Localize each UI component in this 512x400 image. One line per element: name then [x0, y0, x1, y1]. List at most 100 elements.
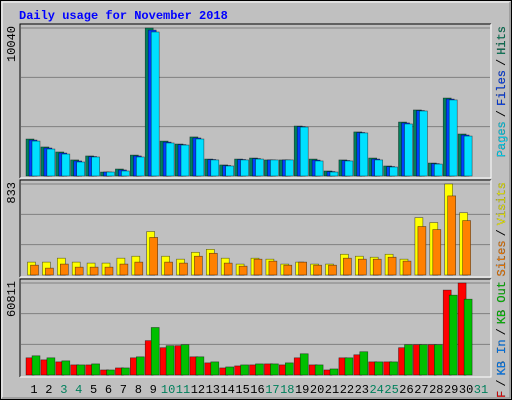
x-tick-label: 2	[45, 383, 52, 397]
bar	[389, 166, 398, 177]
x-tick-label: 28	[429, 383, 443, 397]
legend-entry: Pages	[495, 121, 509, 157]
bar	[344, 357, 354, 376]
bar	[45, 267, 54, 276]
bar	[463, 298, 473, 376]
bar	[164, 261, 173, 276]
bar	[462, 220, 471, 276]
bar	[389, 361, 398, 376]
legend-separator: /	[495, 59, 509, 66]
bar	[447, 195, 457, 276]
bar	[46, 148, 56, 177]
y-tick-label: 10040	[5, 26, 19, 62]
bar	[121, 170, 130, 177]
legend-entry: KB Out	[495, 281, 509, 324]
bar	[30, 264, 39, 276]
bar	[253, 258, 263, 276]
bar	[134, 261, 144, 276]
bar	[106, 369, 115, 376]
x-tick-label: 13	[206, 383, 220, 397]
bar	[150, 31, 160, 177]
x-tick-label: 20	[310, 383, 324, 397]
bar	[89, 266, 99, 276]
bar	[121, 367, 130, 376]
x-tick-label: 3	[60, 383, 67, 397]
bar	[180, 144, 190, 177]
bar	[402, 260, 412, 276]
bar	[419, 110, 428, 177]
legend: KB F / KB In / KB Out	[495, 281, 509, 400]
y-tick-label: 60811	[5, 281, 19, 317]
x-tick-label: 18	[280, 383, 294, 397]
bar	[404, 344, 413, 376]
legend-separator: /	[495, 110, 509, 117]
bar	[76, 161, 85, 177]
x-tick-label: 14	[220, 383, 234, 397]
plot-bevel	[20, 24, 492, 179]
bar	[179, 262, 188, 276]
plot-bevel	[20, 180, 492, 278]
plot-bevel	[19, 278, 491, 377]
bar	[417, 226, 427, 276]
x-tick-label: 4	[75, 383, 82, 397]
x-tick-label: 19	[295, 383, 309, 397]
x-tick-label: 25	[384, 383, 398, 397]
bar	[357, 258, 367, 276]
legend-entry: Hits	[495, 26, 509, 55]
x-tick-label: 29	[444, 383, 458, 397]
x-tick-label: 15	[235, 383, 249, 397]
bar	[59, 263, 69, 276]
x-tick-label: 31	[474, 383, 488, 397]
bar	[209, 252, 218, 276]
bar	[195, 356, 205, 376]
legend-entry: KB F	[495, 391, 509, 400]
bar	[374, 361, 384, 376]
bar	[31, 355, 41, 376]
x-tick-label: 24	[369, 383, 383, 397]
x-tick-label: 11	[176, 383, 190, 397]
bar	[106, 171, 115, 177]
x-tick-label: 30	[459, 383, 473, 397]
x-tick-label: 16	[250, 383, 264, 397]
x-tick-label: 12	[191, 383, 205, 397]
bar	[195, 138, 205, 177]
x-tick-label: 26	[399, 383, 413, 397]
bar	[329, 368, 339, 376]
bar	[91, 156, 100, 177]
bar	[283, 264, 293, 276]
bar	[448, 99, 458, 177]
legend-entry: Visits	[495, 182, 509, 225]
legend-separator: /	[495, 328, 509, 335]
bar	[31, 140, 41, 177]
legend: Pages / Files / Hits	[495, 26, 509, 157]
bar	[225, 366, 234, 376]
y-tick-label: 833	[5, 182, 19, 204]
legend-entry: Sites	[495, 240, 509, 276]
bar	[150, 327, 160, 376]
legend-separator: /	[495, 379, 509, 386]
bar	[314, 364, 324, 376]
bar	[433, 163, 443, 177]
bar	[270, 159, 279, 177]
bar	[238, 265, 248, 276]
bar	[372, 258, 382, 276]
bar	[299, 126, 309, 177]
bar	[328, 264, 337, 276]
plot-bevel	[19, 23, 491, 178]
bar	[359, 351, 369, 376]
x-tick-label: 21	[325, 383, 339, 397]
bar	[210, 159, 220, 177]
bar	[76, 364, 85, 376]
bar	[344, 160, 354, 177]
bar	[270, 363, 279, 376]
bar	[223, 262, 233, 276]
plot-bevel	[20, 279, 492, 378]
x-tick-label: 27	[414, 383, 428, 397]
x-tick-label: 22	[340, 383, 354, 397]
bar	[313, 264, 322, 276]
bar	[255, 158, 264, 177]
